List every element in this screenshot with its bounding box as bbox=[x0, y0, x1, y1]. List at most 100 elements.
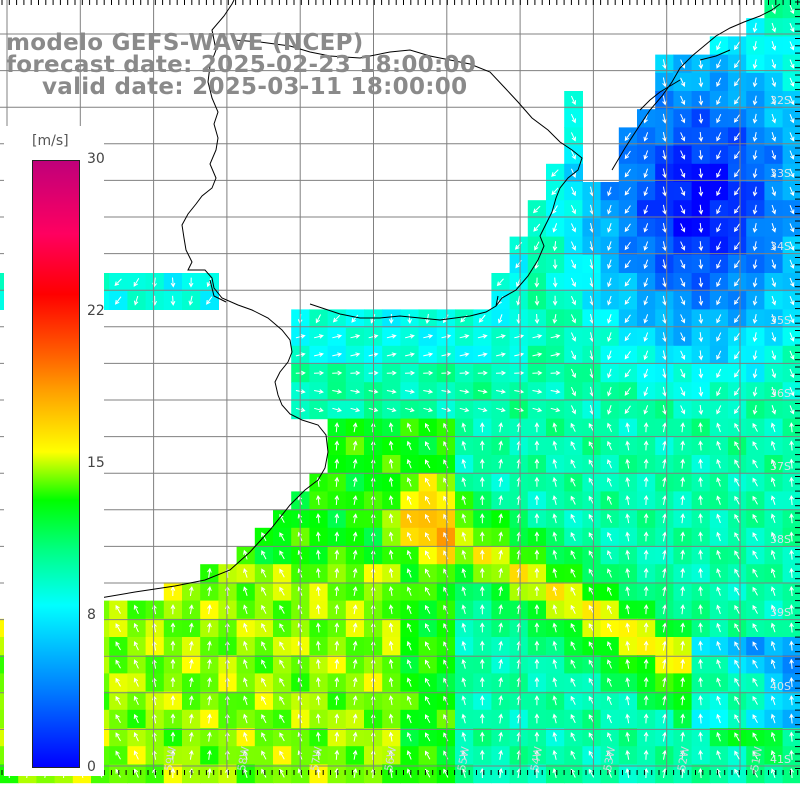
wind-arrow bbox=[698, 113, 704, 124]
wind-arrow bbox=[261, 568, 267, 578]
wind-arrow bbox=[625, 658, 630, 669]
wind-arrow bbox=[441, 389, 452, 394]
wind-arrow bbox=[734, 495, 740, 505]
wind-arrow bbox=[334, 422, 340, 433]
wind-arrow bbox=[734, 714, 740, 724]
wind-arrow bbox=[570, 295, 576, 306]
wind-arrow bbox=[789, 695, 794, 706]
wind-arrow bbox=[643, 295, 649, 306]
wind-arrow bbox=[716, 750, 721, 760]
wind-arrow bbox=[789, 622, 794, 633]
wind-arrow bbox=[570, 568, 576, 578]
latitude-label: 36S bbox=[770, 386, 791, 400]
wind-arrow bbox=[498, 422, 503, 433]
wind-arrow bbox=[643, 259, 649, 270]
wind-arrow bbox=[734, 150, 741, 160]
wind-arrow bbox=[170, 695, 176, 706]
wind-arrow bbox=[534, 513, 540, 524]
wind-arrow bbox=[534, 767, 540, 778]
wind-arrow bbox=[716, 368, 722, 379]
wind-arrow bbox=[716, 731, 721, 742]
wind-arrow bbox=[552, 658, 558, 669]
wind-arrow bbox=[261, 641, 267, 651]
wind-arrow bbox=[643, 640, 649, 651]
wind-arrow bbox=[279, 604, 285, 614]
wind-arrow bbox=[206, 296, 213, 305]
wind-arrow bbox=[607, 368, 612, 379]
wind-arrow bbox=[534, 640, 540, 651]
wind-arrow bbox=[662, 95, 667, 106]
wind-arrow bbox=[406, 731, 412, 742]
wind-arrow bbox=[643, 277, 649, 288]
wind-arrow bbox=[698, 767, 703, 779]
wind-arrow bbox=[279, 677, 285, 687]
wind-vectors bbox=[6, 4, 795, 779]
wind-arrow bbox=[734, 659, 740, 669]
wind-arrow bbox=[625, 713, 630, 724]
wind-arrow bbox=[662, 713, 667, 724]
wind-arrow bbox=[662, 277, 667, 288]
wind-arrow bbox=[552, 586, 558, 597]
latitude-label: 38S bbox=[770, 533, 791, 547]
wind-arrow bbox=[477, 334, 488, 339]
wind-arrow bbox=[388, 731, 394, 742]
wind-arrow bbox=[734, 241, 741, 251]
wind-arrow bbox=[114, 296, 122, 305]
wind-arrow bbox=[752, 150, 758, 161]
wind-arrow bbox=[532, 407, 543, 413]
wind-arrow bbox=[552, 567, 558, 578]
wind-arrow bbox=[388, 695, 394, 706]
wind-arrow bbox=[716, 168, 722, 178]
wind-arrow bbox=[479, 513, 485, 524]
wind-arrow bbox=[624, 350, 631, 360]
wind-arrow bbox=[789, 350, 795, 360]
wind-arrow bbox=[716, 204, 722, 215]
wind-arrow bbox=[789, 387, 795, 397]
wind-arrow bbox=[406, 659, 412, 669]
wind-arrow bbox=[479, 567, 485, 578]
wind-arrow bbox=[734, 677, 740, 687]
wind-arrow bbox=[789, 640, 794, 651]
wind-arrow bbox=[789, 241, 795, 251]
wind-arrow bbox=[170, 640, 176, 651]
wind-arrow bbox=[662, 168, 667, 179]
wind-arrow bbox=[698, 150, 704, 161]
wind-arrow bbox=[680, 585, 685, 597]
wind-arrow bbox=[625, 440, 630, 451]
wind-arrow bbox=[534, 676, 540, 687]
wind-arrow bbox=[734, 223, 741, 233]
wind-arrow bbox=[133, 641, 139, 651]
wind-arrow bbox=[534, 622, 540, 633]
wind-arrow bbox=[334, 622, 340, 633]
wind-arrow bbox=[570, 586, 576, 596]
wind-arrow bbox=[734, 187, 741, 196]
wind-arrow bbox=[643, 494, 649, 506]
wind-arrow bbox=[479, 494, 485, 506]
wind-arrow bbox=[662, 222, 667, 233]
wind-arrow bbox=[189, 586, 194, 596]
wind-arrow bbox=[534, 658, 540, 669]
wind-arrow bbox=[570, 422, 576, 432]
wind-arrow bbox=[716, 659, 721, 669]
wind-arrow bbox=[207, 713, 212, 724]
wind-arrow bbox=[115, 714, 121, 724]
wind-arrow bbox=[770, 659, 776, 669]
wind-arrow bbox=[698, 222, 704, 234]
wind-arrow bbox=[716, 513, 721, 524]
wind-arrow bbox=[716, 695, 721, 706]
wind-arrow bbox=[570, 604, 576, 614]
wind-arrow bbox=[170, 277, 176, 288]
wind-arrow bbox=[243, 604, 248, 615]
wind-arrow bbox=[532, 352, 543, 357]
wind-arrow bbox=[607, 732, 612, 742]
wind-arrow bbox=[314, 389, 324, 394]
wind-arrow bbox=[352, 731, 358, 742]
wind-arrow bbox=[479, 604, 485, 615]
wind-arrow bbox=[461, 549, 467, 560]
wind-arrow bbox=[570, 113, 576, 124]
wind-arrow bbox=[771, 259, 777, 270]
wind-arrow bbox=[406, 513, 412, 524]
wind-arrow bbox=[133, 750, 139, 760]
wind-arrow bbox=[771, 168, 777, 179]
wind-arrow bbox=[570, 531, 576, 542]
